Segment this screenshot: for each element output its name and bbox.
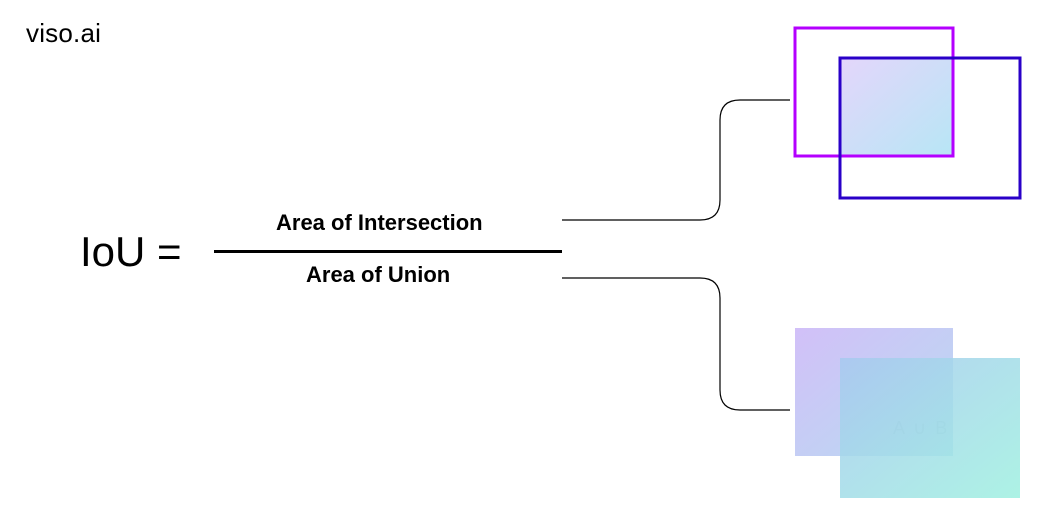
brand-logo: viso.ai — [26, 18, 101, 49]
union-label: A ∪ B — [893, 418, 949, 439]
fraction-denominator: Area of Union — [306, 262, 450, 288]
fraction-numerator: Area of Intersection — [276, 210, 483, 236]
connector-top — [562, 100, 790, 220]
intersection-label: A ∩ B — [868, 98, 924, 119]
intersection-box-b — [840, 58, 1020, 198]
fraction-line — [214, 250, 562, 253]
formula-lhs: IoU = — [80, 228, 182, 276]
diagram-stage: viso.ai IoU = Area of Intersection Area … — [0, 0, 1060, 530]
intersection-box-a — [795, 28, 953, 156]
connector-bottom — [562, 278, 790, 410]
